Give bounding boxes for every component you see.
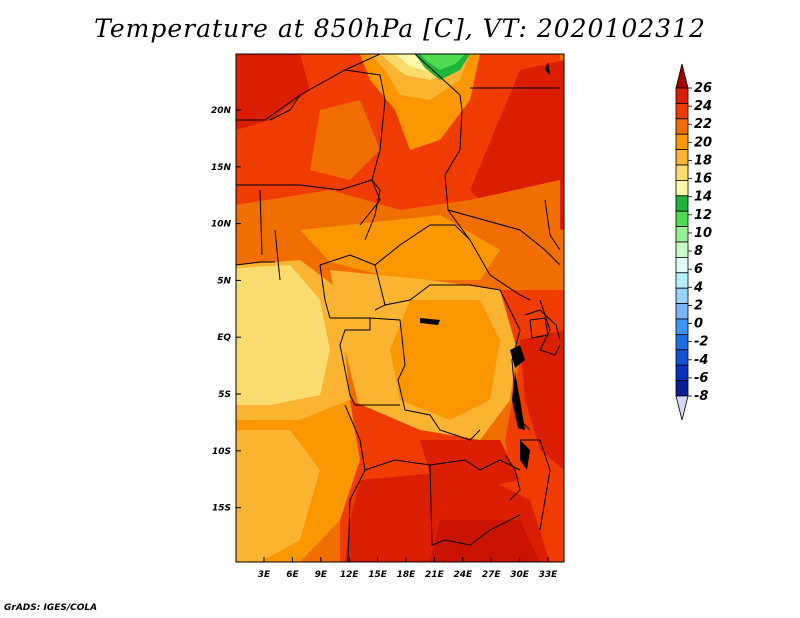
longitude-label: 9E	[315, 570, 328, 580]
colorbar	[675, 63, 692, 421]
map-frame	[235, 53, 565, 563]
colorbar-label: 14	[694, 190, 712, 205]
longitude-labels: 3E 6E 9E 12E 15E 18E 21E 24E 27E 30E 33E	[258, 570, 558, 580]
longitude-label: 3E	[258, 570, 271, 580]
longitude-label: 15E	[368, 570, 388, 580]
longitude-label: 6E	[286, 570, 299, 580]
colorbar-label: 10	[694, 226, 712, 241]
colorbar-segment	[675, 333, 689, 351]
colorbar-label: 16	[694, 172, 712, 187]
colorbar-segment	[675, 303, 689, 320]
country-borders	[236, 54, 561, 562]
longitude-label: 27E	[482, 570, 502, 580]
colorbar-label: 0	[694, 317, 703, 332]
colorbar-label: 24	[694, 99, 712, 114]
colorbar-segment	[675, 287, 689, 305]
latitude-label: EQ	[217, 333, 231, 343]
colorbar-label: -4	[694, 353, 708, 368]
latitude-label: 5S	[218, 390, 231, 400]
colorbar-label: -6	[694, 371, 708, 386]
longitude-label: 33E	[539, 570, 559, 580]
colorbar-segment	[675, 133, 689, 150]
colorbar-segment	[675, 149, 689, 166]
colorbar-segment	[675, 179, 689, 197]
colorbar-segment	[675, 118, 689, 135]
colorbar-segment	[675, 380, 689, 397]
colorbar-segment	[675, 272, 689, 289]
colorbar-segment	[675, 103, 689, 120]
longitude-label: 12E	[340, 570, 360, 580]
longitude-label: 21E	[425, 570, 445, 580]
longitude-ticks	[263, 557, 549, 562]
latitude-ticks	[236, 109, 241, 509]
latitude-label: 5N	[217, 276, 231, 286]
colorbar-segment	[675, 226, 689, 243]
longitude-label: 18E	[397, 570, 417, 580]
colorbar-segment	[675, 318, 689, 335]
colorbar-label: 2	[694, 298, 703, 313]
colorbar-label: 20	[694, 135, 712, 150]
colorbar-label: 22	[694, 117, 712, 132]
colorbar-segment	[675, 364, 689, 382]
colorbar-segment	[675, 349, 689, 366]
colorbar-label: 12	[694, 208, 712, 223]
latitude-label: 10N	[211, 220, 232, 230]
colorbar-label: 4	[693, 280, 703, 295]
lakes	[374, 62, 550, 470]
longitude-label: 30E	[510, 570, 530, 580]
colorbar-label: -2	[694, 335, 708, 350]
latitude-label: 20N	[211, 106, 232, 116]
latitude-label: 15N	[211, 163, 232, 173]
latitude-labels: 20N 15N 10N 5N EQ 5S 10S 15S	[211, 106, 232, 514]
colorbar-bottom-arrow	[675, 395, 689, 421]
colorbar-segment	[675, 210, 689, 227]
map-title: Temperature at 850hPa [C], VT: 202010231…	[94, 14, 706, 43]
longitude-label: 24E	[453, 570, 473, 580]
colorbar-label: 26	[694, 81, 712, 96]
colorbar-label: 18	[694, 153, 712, 168]
latitude-label: 15S	[212, 504, 231, 514]
latitude-label: 10S	[212, 447, 231, 457]
colorbar-segment	[675, 164, 689, 181]
credit-text: GrADS: IGES/COLA	[4, 603, 98, 613]
colorbar-segment	[675, 195, 689, 212]
colorbar-segment	[675, 87, 689, 104]
colorbar-label: 8	[694, 244, 703, 259]
colorbar-top-arrow	[675, 63, 689, 89]
colorbar-label: 6	[694, 262, 703, 277]
colorbar-segment	[675, 241, 689, 258]
colorbar-segment	[675, 256, 689, 274]
temperature-field	[236, 54, 564, 562]
colorbar-label: -8	[694, 389, 708, 404]
